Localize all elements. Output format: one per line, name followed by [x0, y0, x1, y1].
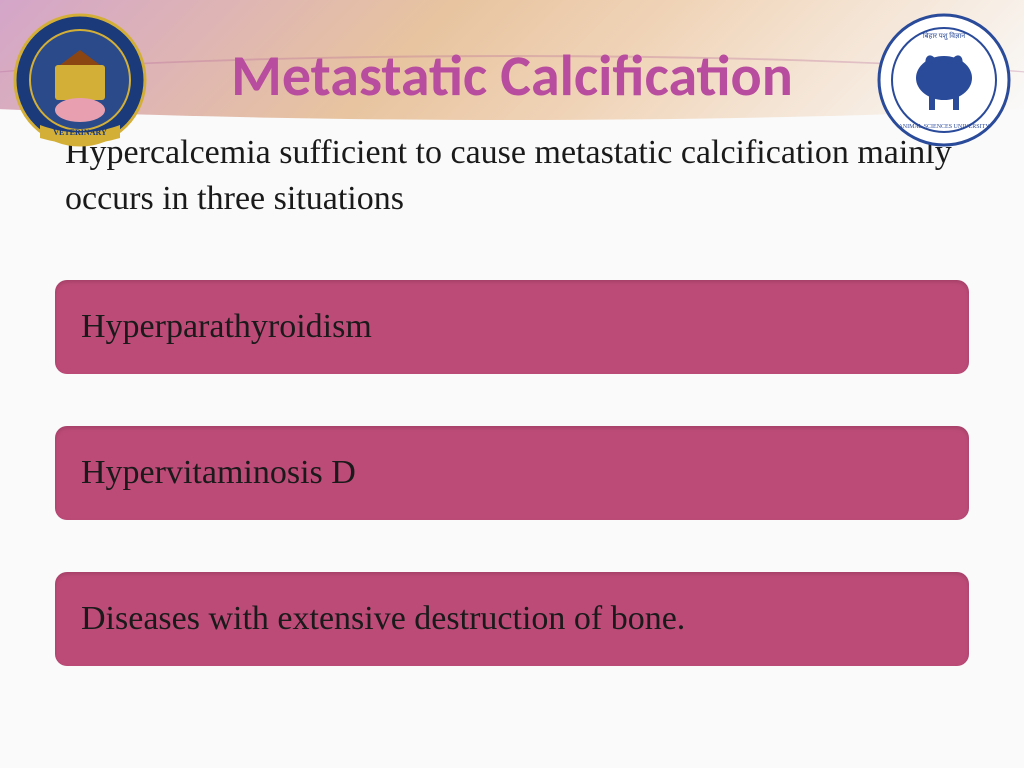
content-bars-container: Hyperparathyroidism Hypervitaminosis D D… [55, 280, 969, 718]
slide-title: Metastatic Calcification [0, 40, 1024, 111]
bar-text: Diseases with extensive destruction of b… [81, 600, 685, 637]
veterinary-college-logo: VETERINARY [10, 10, 150, 150]
content-bar: Hypervitaminosis D [55, 426, 969, 520]
bar-text: Hypervitaminosis D [81, 454, 356, 491]
university-logo: बिहार पशु विज्ञान ANIMAL SCIENCES UNIVER… [874, 10, 1014, 150]
svg-text:ANIMAL SCIENCES UNIVERSITY: ANIMAL SCIENCES UNIVERSITY [898, 124, 990, 130]
content-bar: Hyperparathyroidism [55, 280, 969, 374]
svg-text:बिहार पशु विज्ञान: बिहार पशु विज्ञान [923, 31, 965, 40]
bar-text: Hyperparathyroidism [81, 308, 372, 345]
svg-text:VETERINARY: VETERINARY [53, 128, 107, 137]
slide-subtitle: Hypercalcemia sufficient to cause metast… [65, 130, 959, 222]
content-bar: Diseases with extensive destruction of b… [55, 572, 969, 666]
